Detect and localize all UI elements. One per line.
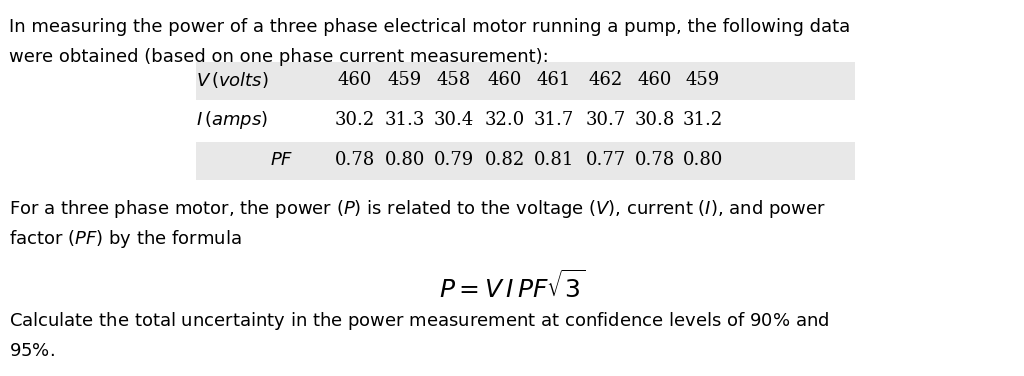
Text: factor ($PF$) by the formula: factor ($PF$) by the formula	[9, 228, 242, 250]
Text: 31.2: 31.2	[683, 111, 723, 129]
Text: 460: 460	[338, 71, 372, 89]
Text: $V\,(volts)$: $V\,(volts)$	[196, 70, 269, 90]
Text: $95\%$.: $95\%$.	[9, 342, 55, 360]
Text: 30.4: 30.4	[434, 111, 474, 129]
Text: 0.79: 0.79	[434, 151, 474, 169]
Text: 461: 461	[537, 71, 571, 89]
Text: For a three phase motor, the power ($P$) is related to the voltage ($V$), curren: For a three phase motor, the power ($P$)…	[9, 198, 826, 220]
Text: $P = V\,I\,PF\sqrt{3}$: $P = V\,I\,PF\sqrt{3}$	[438, 270, 586, 303]
Text: 460: 460	[487, 71, 522, 89]
Text: 0.80: 0.80	[385, 151, 425, 169]
Text: 0.77: 0.77	[586, 151, 626, 169]
Text: 459: 459	[388, 71, 422, 89]
Text: 460: 460	[638, 71, 672, 89]
Text: 0.78: 0.78	[335, 151, 375, 169]
Text: In measuring the power of a three phase electrical motor running a pump, the fol: In measuring the power of a three phase …	[9, 18, 851, 36]
Text: 30.7: 30.7	[586, 111, 626, 129]
Text: 0.80: 0.80	[683, 151, 723, 169]
Text: 0.81: 0.81	[534, 151, 574, 169]
Text: 30.8: 30.8	[635, 111, 675, 129]
Text: Calculate the total uncertainty in the power measurement at confidence levels of: Calculate the total uncertainty in the p…	[9, 310, 829, 332]
Text: 31.7: 31.7	[534, 111, 574, 129]
Text: 0.78: 0.78	[635, 151, 675, 169]
Text: 32.0: 32.0	[485, 111, 525, 129]
Text: were obtained (based on one phase current measurement):: were obtained (based on one phase curren…	[9, 48, 549, 66]
Text: 31.3: 31.3	[385, 111, 425, 129]
Text: 458: 458	[437, 71, 471, 89]
Text: 462: 462	[589, 71, 624, 89]
Text: $PF$: $PF$	[270, 151, 294, 169]
Text: $I\,(amps)$: $I\,(amps)$	[196, 109, 268, 131]
Text: 30.2: 30.2	[335, 111, 375, 129]
Text: 459: 459	[686, 71, 720, 89]
Text: 0.82: 0.82	[485, 151, 525, 169]
